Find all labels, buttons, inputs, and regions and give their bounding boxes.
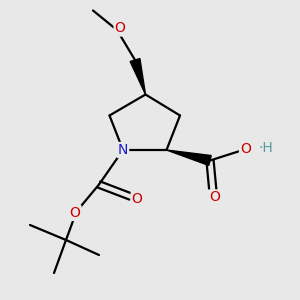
Text: O: O [240,142,251,156]
Polygon shape [130,58,146,94]
Text: ·H: ·H [258,142,273,155]
Text: O: O [209,190,220,204]
Polygon shape [167,150,211,166]
Text: O: O [115,22,125,35]
Text: O: O [132,192,142,206]
Text: O: O [70,206,80,220]
Text: N: N [118,143,128,157]
